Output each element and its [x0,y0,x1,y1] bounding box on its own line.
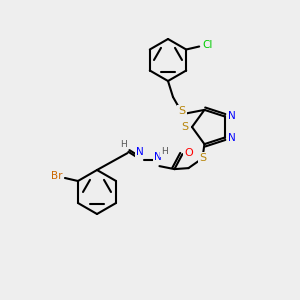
Text: S: S [178,106,186,116]
Text: N: N [228,111,236,122]
Text: H: H [161,147,168,156]
Text: Cl: Cl [202,40,212,50]
Text: S: S [182,122,189,132]
Text: N: N [228,133,236,142]
Text: S: S [199,153,206,163]
Text: O: O [184,148,193,158]
Text: N: N [136,147,143,157]
Text: H: H [120,140,127,148]
Text: Br: Br [51,171,63,181]
Text: N: N [154,152,161,162]
